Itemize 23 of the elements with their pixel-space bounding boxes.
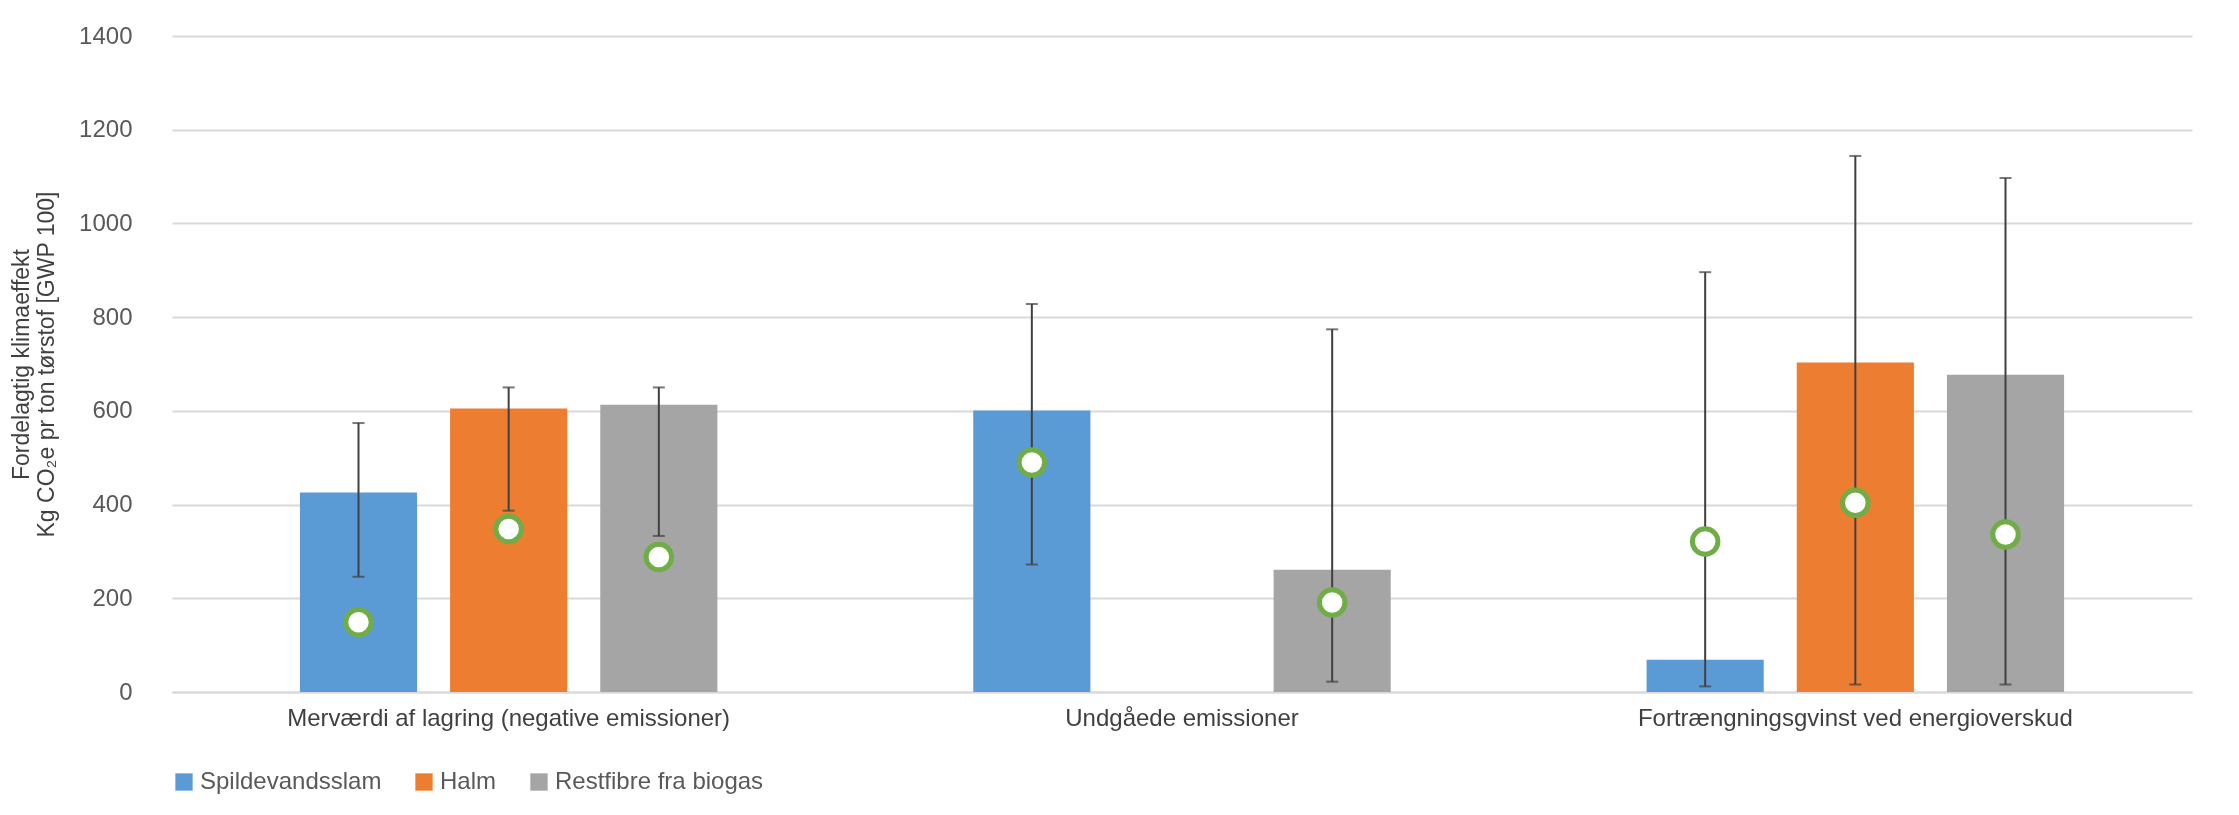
- y-tick-label: 200: [92, 583, 133, 611]
- x-tick-label: Fortrængningsgvinst ved energioverskud: [1637, 703, 2073, 731]
- y-tick-label: 1200: [79, 115, 133, 143]
- bar: [600, 404, 718, 692]
- legend-label: Restfibre fra biogas: [555, 767, 764, 794]
- bar: [1646, 659, 1764, 692]
- bar: [299, 492, 418, 692]
- y-tick-label: 800: [92, 302, 133, 330]
- bar: [1273, 569, 1391, 692]
- y-tick-label: 0: [119, 677, 133, 705]
- bar: [450, 408, 568, 692]
- y-tick-label: 600: [92, 396, 133, 424]
- x-tick-label: Undgåede emissioner: [1065, 703, 1299, 731]
- y-tick-label: 1400: [79, 21, 133, 49]
- y-tick-label: 400: [92, 490, 133, 518]
- legend-label: Spildevandsslam: [200, 767, 382, 794]
- y-axis-title: Fordelagtig klimaeffekt Kg CO₂e pr ton tørstof [GWP 100]: [8, 191, 60, 538]
- bar: [1796, 362, 1914, 692]
- legend-label: Halm: [440, 767, 497, 794]
- x-tick-label: Merværdi af lagring (negative emissioner): [287, 703, 731, 731]
- bar: [973, 410, 1091, 692]
- bar: [1946, 374, 2065, 692]
- y-tick-label: 1000: [79, 208, 133, 236]
